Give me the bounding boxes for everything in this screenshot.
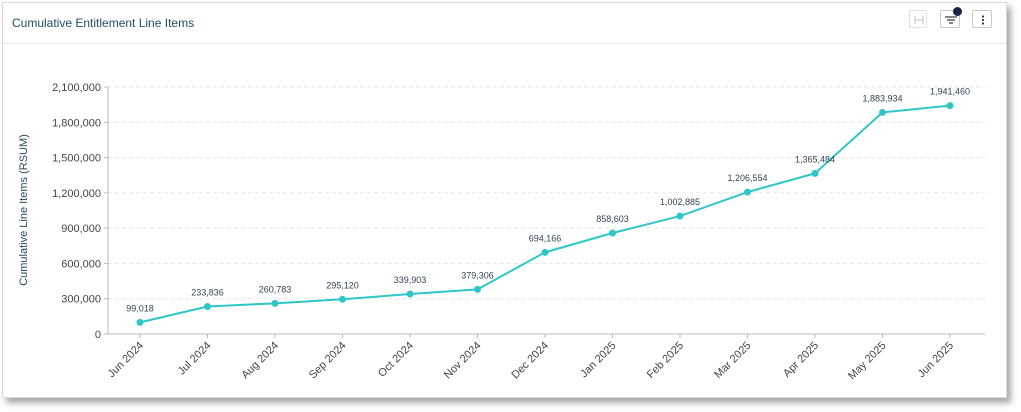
panel-title: Cumulative Entitlement Line Items bbox=[12, 16, 195, 30]
grid-lines bbox=[108, 86, 985, 300]
filter-icon bbox=[945, 16, 957, 24]
x-tick-label: Dec 2024 bbox=[509, 340, 551, 382]
panel-header: Cumulative Entitlement Line Items bbox=[3, 3, 1006, 44]
y-tick-label: 600,000 bbox=[61, 258, 101, 270]
x-tick-label: Jun 2024 bbox=[106, 340, 146, 380]
x-tick-label: Feb 2025 bbox=[645, 340, 686, 381]
data-point bbox=[271, 299, 279, 307]
data-label: 233,836 bbox=[191, 287, 224, 297]
data-point bbox=[541, 248, 549, 256]
data-point bbox=[744, 188, 751, 196]
x-tick-label: Oct 2024 bbox=[376, 340, 416, 380]
data-label: 99,018 bbox=[126, 303, 154, 313]
more-vertical-icon bbox=[981, 15, 985, 25]
y-tick-label: 900,000 bbox=[61, 223, 101, 235]
y-tick-label: 1,800,000 bbox=[52, 117, 101, 129]
data-label: 858,603 bbox=[596, 214, 629, 224]
data-points bbox=[136, 102, 954, 326]
y-axis-title: Cumulative Line Items (RSUM) bbox=[18, 134, 30, 286]
x-tick-label: Jan 2025 bbox=[578, 340, 618, 380]
filter-active-badge bbox=[953, 7, 962, 16]
chart-panel: Cumulative Entitlement Line Items bbox=[2, 2, 1007, 398]
x-tick-label: May 2025 bbox=[846, 340, 889, 383]
x-tick-label: Aug 2024 bbox=[239, 340, 281, 382]
data-point bbox=[204, 302, 211, 310]
data-label: 1,206,554 bbox=[727, 173, 767, 183]
data-label: 339,903 bbox=[394, 275, 427, 285]
x-tick-label: Apr 2025 bbox=[781, 340, 821, 380]
y-tick-label: 1,500,000 bbox=[52, 153, 101, 165]
data-label: 379,306 bbox=[461, 270, 494, 280]
x-tick-label: Jun 2025 bbox=[916, 340, 956, 380]
x-axis-ticks: Jun 2024 Jul 2024 Aug 2024 Sep 2024 Oct 2024… bbox=[106, 334, 956, 382]
x-tick-label: Nov 2024 bbox=[442, 340, 484, 382]
fit-width-button[interactable] bbox=[909, 10, 927, 28]
more-options-button[interactable] bbox=[972, 10, 992, 28]
data-label: 1,365,484 bbox=[795, 154, 835, 164]
data-label: 295,120 bbox=[326, 280, 359, 290]
y-tick-label: 0 bbox=[95, 329, 101, 341]
y-tick-label: 1,200,000 bbox=[52, 188, 101, 200]
data-label: 260,783 bbox=[259, 284, 292, 294]
data-point bbox=[339, 295, 346, 303]
axes bbox=[107, 87, 985, 335]
data-point bbox=[879, 108, 886, 116]
data-point bbox=[474, 285, 481, 293]
y-tick-label: 300,000 bbox=[61, 294, 101, 306]
data-labels: 99,018 233,836 260,783 295,120 339,903 379,30… bbox=[126, 87, 970, 314]
line-chart: 0 300,000 600,000 900,000 1,200,000 1,500,000… bbox=[18, 82, 985, 382]
x-tick-label: Sep 2024 bbox=[307, 340, 349, 382]
data-label: 1,941,460 bbox=[930, 87, 970, 97]
y-tick-label: 2,100,000 bbox=[52, 82, 101, 94]
x-tick-label: Mar 2025 bbox=[712, 340, 753, 381]
y-axis-ticks: 0 300,000 600,000 900,000 1,200,000 1,500,000… bbox=[52, 82, 108, 341]
data-label: 1,002,885 bbox=[660, 197, 700, 207]
fit-width-icon bbox=[914, 16, 924, 24]
data-label: 1,883,934 bbox=[862, 93, 902, 103]
x-tick-label: Jul 2024 bbox=[176, 340, 214, 378]
data-point bbox=[676, 212, 684, 220]
data-point bbox=[811, 169, 819, 177]
data-point bbox=[406, 290, 414, 298]
data-point bbox=[946, 102, 954, 110]
data-point bbox=[136, 318, 144, 326]
data-point bbox=[609, 229, 616, 237]
data-label: 694,166 bbox=[529, 233, 562, 243]
